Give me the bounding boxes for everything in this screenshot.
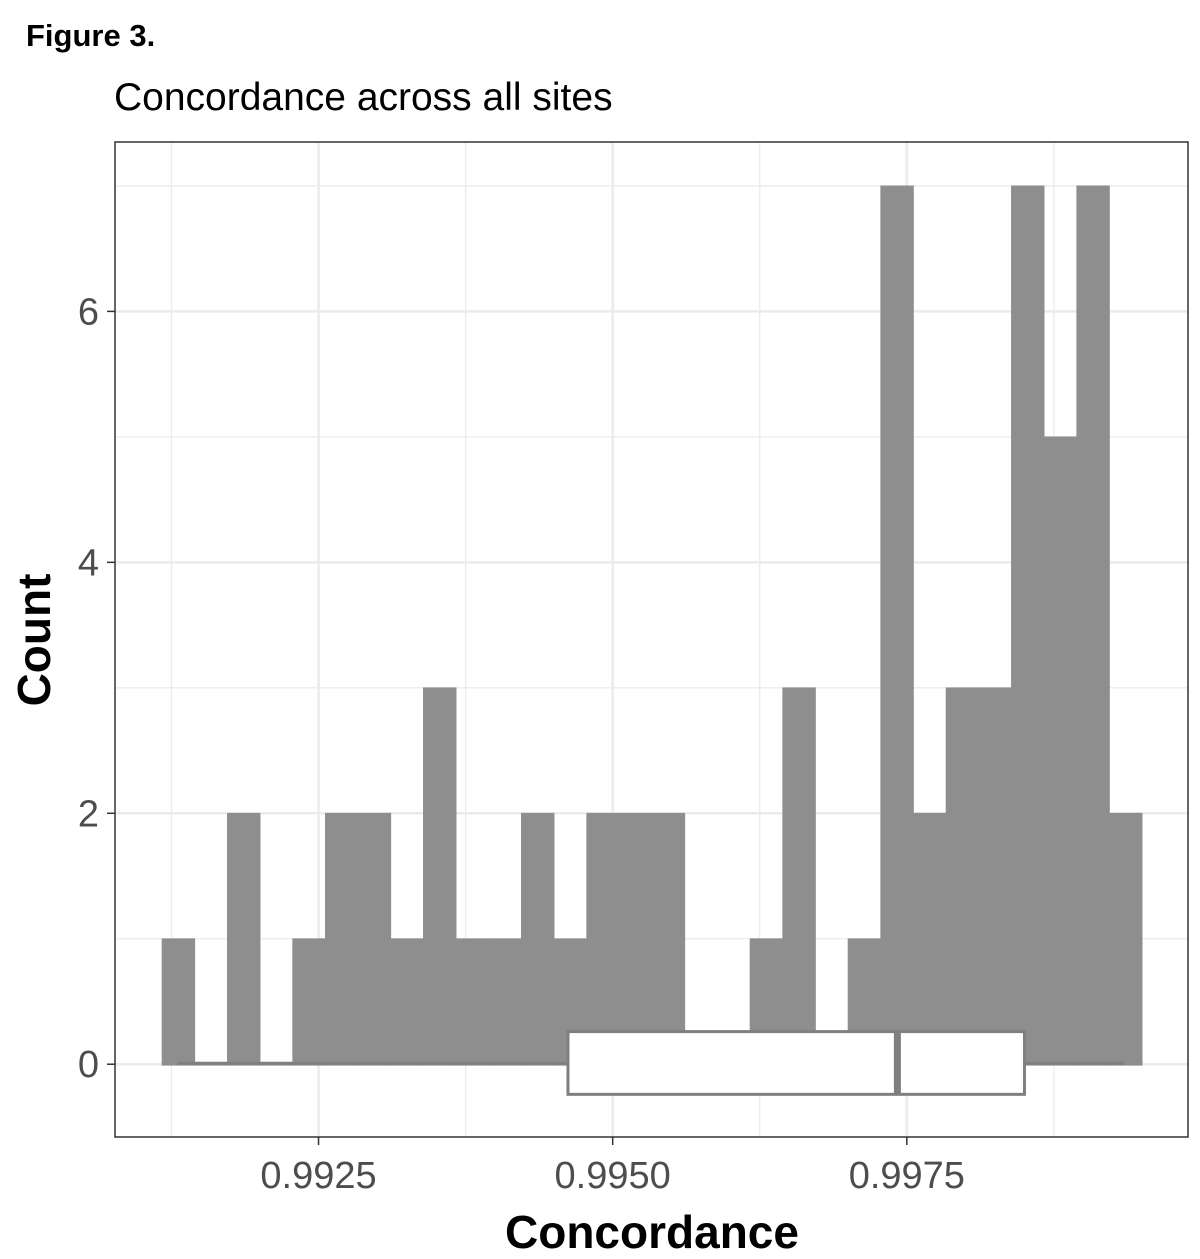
y-tick-label: 2 — [78, 793, 99, 835]
y-axis-label: Count — [8, 574, 60, 707]
histogram-bar — [782, 687, 816, 1066]
histogram-bar — [390, 938, 424, 1066]
histogram-bar — [1011, 185, 1045, 1066]
y-tick-label: 6 — [78, 291, 99, 333]
histogram-bar — [455, 938, 490, 1066]
histogram-bar — [357, 812, 392, 1066]
histogram-bar — [325, 812, 359, 1066]
histogram-bars — [161, 185, 1143, 1066]
boxplot — [177, 1030, 1125, 1096]
histogram-bar — [161, 938, 196, 1066]
histogram-bar — [423, 687, 457, 1066]
axis-ticks: 0.9925 0.9950 0.9975 0 2 4 6 — [78, 291, 965, 1197]
histogram-bar — [292, 938, 326, 1066]
x-tick-label: 0.9925 — [260, 1155, 376, 1197]
histogram-bar — [619, 812, 653, 1066]
histogram-bar — [586, 812, 620, 1066]
histogram-bar — [880, 185, 914, 1066]
y-tick-label: 0 — [78, 1044, 99, 1086]
histogram-bar — [1109, 812, 1143, 1066]
boxplot-box — [566, 1030, 1026, 1096]
histogram-bar — [521, 812, 555, 1066]
histogram-bar — [978, 687, 1012, 1066]
histogram-bar — [1043, 436, 1078, 1066]
histogram-bar — [945, 687, 980, 1066]
y-tick-label: 4 — [78, 542, 99, 584]
chart-title: Concordance across all sites — [114, 76, 613, 119]
panel-border — [114, 141, 1189, 1138]
x-tick-label: 0.9975 — [849, 1155, 965, 1197]
histogram-bar — [913, 812, 947, 1066]
figure-label: Figure 3. — [26, 18, 156, 53]
x-axis-label: Concordance — [505, 1206, 799, 1258]
histogram-bar — [1076, 185, 1110, 1066]
x-tick-label: 0.9950 — [555, 1155, 671, 1197]
histogram-bar — [651, 812, 686, 1066]
histogram-bar — [488, 938, 522, 1066]
histogram-bar — [226, 812, 261, 1066]
